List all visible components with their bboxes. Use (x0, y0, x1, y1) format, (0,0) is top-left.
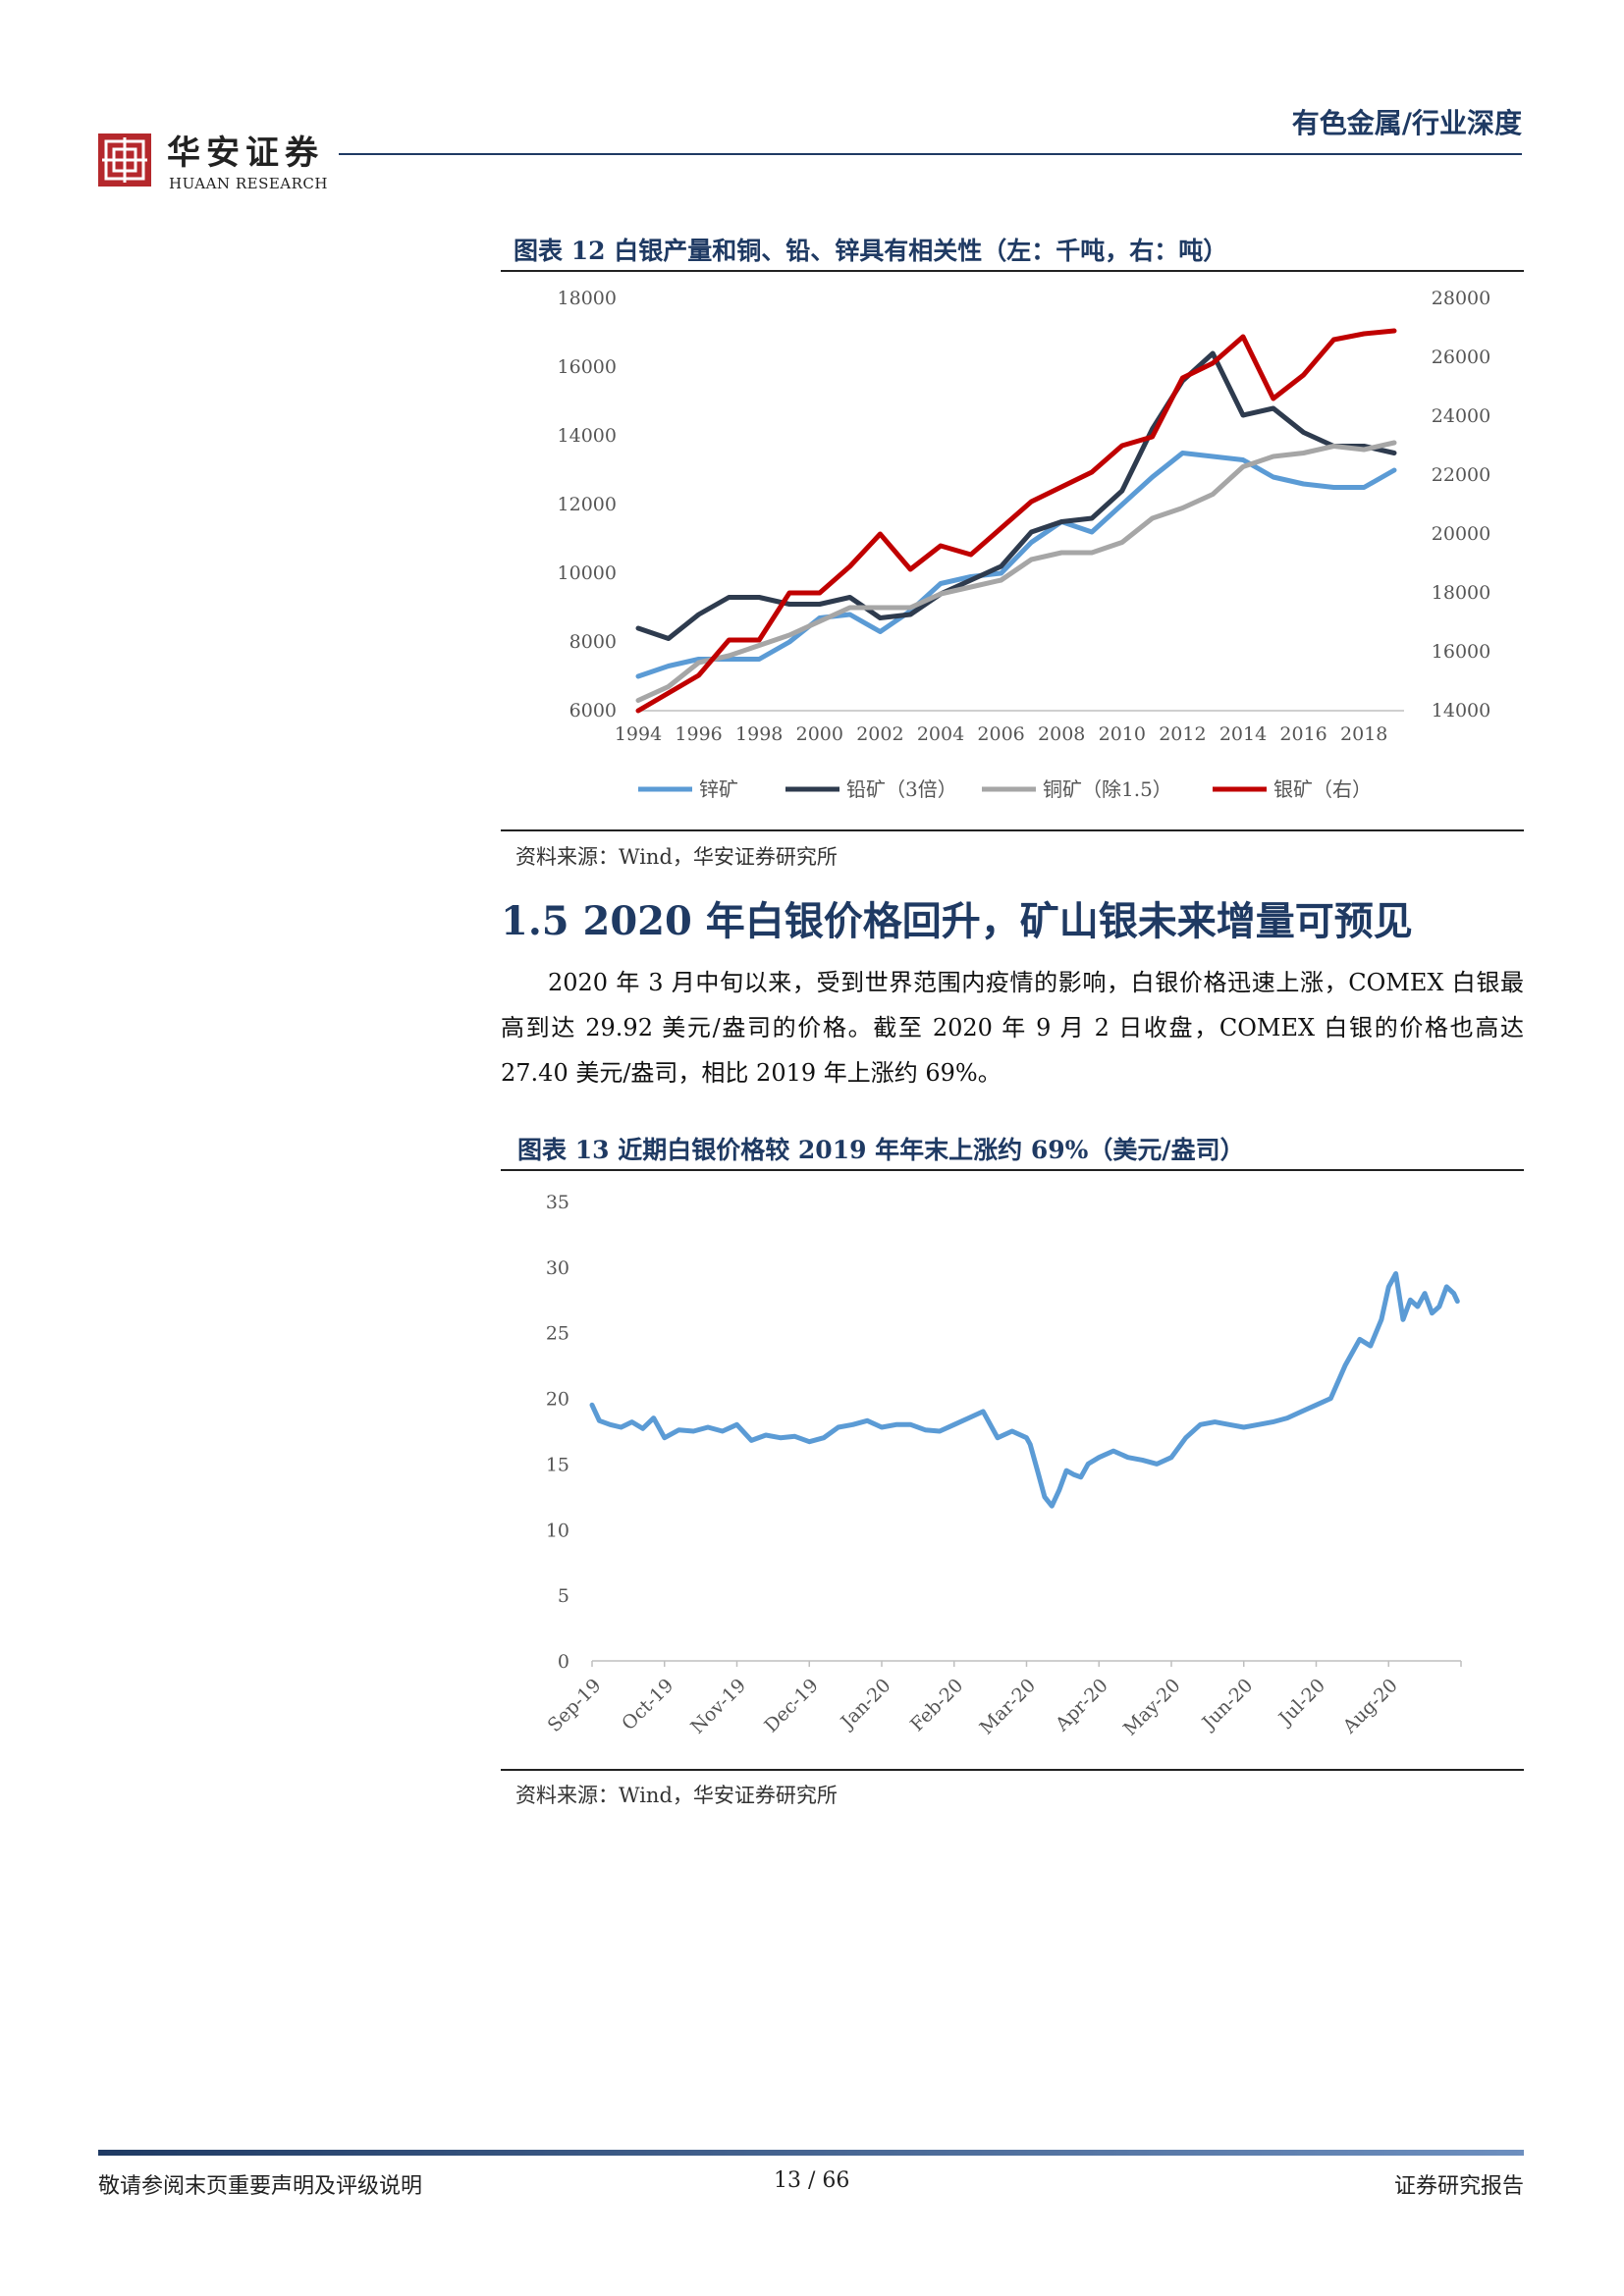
x-tick-label: 2006 (977, 723, 1024, 745)
footer-disclaimer: 敬请参阅末页重要声明及评级说明 (98, 2174, 423, 2199)
legend-label: 银矿（右） (1273, 777, 1372, 801)
x-tick-label: Jun-20 (1197, 1675, 1257, 1735)
report-category: 有色金属/行业深度 (1291, 107, 1522, 139)
section-heading: 1.5 2020 年白银价格回升，矿山银未来增量可预见 (501, 898, 1413, 944)
y-left-tick-label: 10000 (558, 562, 617, 584)
silver-price-line (589, 1271, 1460, 1509)
y-left-tick-label: 18000 (558, 288, 617, 309)
x-tick-label: 2010 (1099, 723, 1146, 745)
footer-report-type: 证券研究报告 (1393, 2174, 1524, 2199)
figure13-top-rule (501, 1169, 1524, 1171)
y-tick-label: 15 (546, 1454, 569, 1475)
y-left-tick-label: 14000 (558, 425, 617, 447)
y-right-tick-label: 28000 (1432, 288, 1490, 309)
x-tick-label: 1996 (675, 723, 722, 745)
x-tick-label: 2014 (1219, 723, 1267, 745)
figure12-title: 图表 12 白银产量和铜、铅、锌具有相关性（左：千吨，右：吨） (514, 237, 1228, 265)
x-tick-label: Mar-20 (976, 1675, 1040, 1738)
x-tick-label: Aug-20 (1338, 1675, 1402, 1738)
y-tick-label: 35 (546, 1192, 569, 1213)
figure13-source: 资料来源：Wind，华安证券研究所 (515, 1784, 838, 1807)
y-right-tick-label: 24000 (1432, 405, 1490, 427)
figure13-series (589, 1271, 1460, 1509)
y-right-tick-label: 26000 (1432, 347, 1490, 368)
series-line (635, 440, 1397, 703)
x-tick-label: May-20 (1119, 1675, 1185, 1740)
x-tick-label: Dec-19 (760, 1675, 822, 1736)
y-right-tick-label: 20000 (1432, 523, 1490, 545)
figure12-axes: 6000 8000 10000 12000 14000 16000 18000 14000 16… (558, 288, 1491, 745)
y-right-tick-label: 22000 (1432, 464, 1490, 486)
x-tick-label: 2004 (917, 723, 964, 745)
x-tick-label: 1998 (735, 723, 783, 745)
y-tick-label: 10 (546, 1520, 569, 1541)
x-tick-label: 2018 (1340, 723, 1387, 745)
series-line (635, 451, 1397, 679)
y-tick-label: 5 (558, 1585, 569, 1607)
figure12-bottom-rule (501, 829, 1524, 831)
figure12-chart: 6000 8000 10000 12000 14000 16000 18000 14000 16… (558, 288, 1491, 801)
x-tick-label: Nov-19 (686, 1675, 750, 1738)
figure13-axes: 0 5 10 15 20 25 30 35 Sep-19 Oct-19 Nov-19 Dec-19 Ja… (544, 1192, 1462, 1740)
footer-rule (98, 2150, 1524, 2156)
y-right-tick-label: 16000 (1432, 641, 1490, 663)
x-tick-label: 2016 (1279, 723, 1326, 745)
x-tick-label: Jul-20 (1273, 1675, 1329, 1731)
x-tick-label: Feb-20 (906, 1675, 967, 1735)
legend-label: 铅矿（3倍） (846, 777, 957, 801)
header-rule (339, 153, 1522, 155)
y-left-tick-label: 12000 (558, 494, 617, 515)
y-tick-label: 25 (546, 1323, 569, 1345)
series-line (635, 328, 1397, 714)
figure12-legend: 锌矿 铅矿（3倍） 铜矿（除1.5） 银矿（右） (638, 777, 1372, 801)
x-tick-label: Oct-19 (618, 1675, 677, 1735)
figure12-source: 资料来源：Wind，华安证券研究所 (515, 845, 838, 869)
figure12-series (635, 328, 1397, 714)
legend-label: 锌矿 (699, 777, 738, 801)
legend-label: 铜矿（除1.5） (1043, 777, 1172, 801)
page-number: 13 / 66 (774, 2168, 850, 2193)
y-left-tick-label: 6000 (569, 700, 617, 721)
y-right-tick-label: 18000 (1432, 582, 1490, 604)
x-tick-label: 2012 (1159, 723, 1206, 745)
figure12-top-rule (501, 270, 1524, 272)
y-right-tick-label: 14000 (1432, 700, 1490, 721)
figure13-bottom-rule (501, 1769, 1524, 1771)
x-tick-label: Apr-20 (1051, 1675, 1112, 1736)
figure13-chart: 0 5 10 15 20 25 30 35 Sep-19 Oct-19 Nov-19 Dec-19 Ja… (544, 1192, 1462, 1740)
series-line (635, 350, 1397, 641)
x-tick-label: 2000 (796, 723, 843, 745)
logo-mark (98, 133, 151, 187)
body-paragraph: 2020 年 3 月中旬以来，受到世界范围内疫情的影响，白银价格迅速上涨，COM… (501, 969, 1524, 1087)
y-tick-label: 0 (558, 1651, 569, 1673)
x-tick-label: Jan-20 (836, 1675, 895, 1735)
y-tick-label: 20 (546, 1389, 569, 1411)
logo-text-cn: 华安证券 (167, 133, 324, 173)
x-tick-label: 1994 (615, 723, 662, 745)
x-tick-label: Sep-19 (544, 1675, 606, 1736)
x-tick-label: 2002 (856, 723, 903, 745)
x-tick-label: 2008 (1038, 723, 1085, 745)
figure13-title: 图表 13 近期白银价格较 2019 年年末上涨约 69%（美元/盎司） (517, 1136, 1245, 1164)
y-left-tick-label: 16000 (558, 356, 617, 378)
y-left-tick-label: 8000 (569, 631, 617, 653)
y-tick-label: 30 (546, 1257, 569, 1279)
logo-text-en: HUAAN RESEARCH (169, 175, 328, 192)
